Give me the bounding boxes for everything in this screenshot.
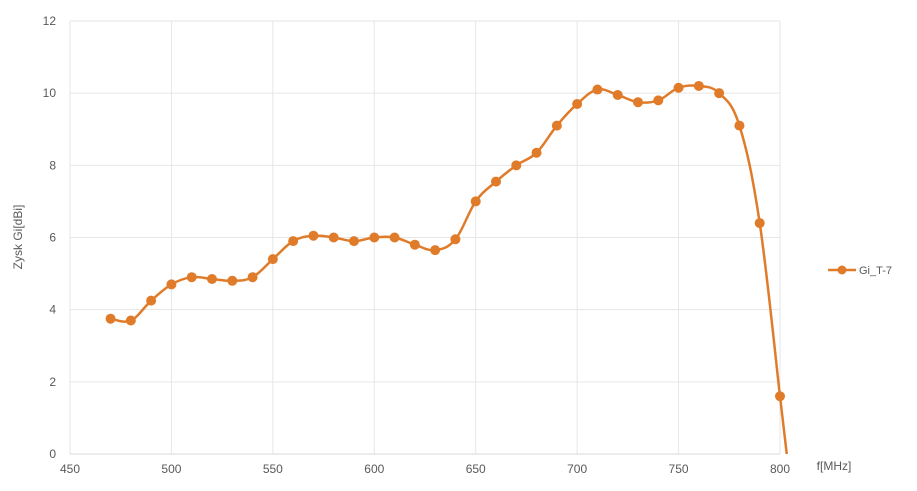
data-point xyxy=(125,315,136,326)
data-point xyxy=(430,245,441,256)
series-line xyxy=(110,84,789,455)
y-tick-label: 2 xyxy=(49,375,56,389)
data-point xyxy=(673,82,684,93)
x-tick-label: 650 xyxy=(466,462,486,476)
data-point xyxy=(491,176,501,187)
data-point xyxy=(754,218,765,229)
legend-label: Gi_T-7 xyxy=(859,265,892,277)
data-point xyxy=(653,95,664,106)
data-point xyxy=(775,391,785,402)
x-tick-label: 450 xyxy=(60,462,80,476)
y-tick-label: 0 xyxy=(49,447,56,461)
data-point xyxy=(227,275,238,286)
x-tick-label: 750 xyxy=(669,462,689,476)
x-tick-label: 800 xyxy=(770,462,790,476)
grid-lines xyxy=(70,20,781,454)
data-point xyxy=(186,272,197,283)
data-point xyxy=(105,313,116,324)
x-tick-label: 600 xyxy=(364,462,384,476)
y-tick-label: 10 xyxy=(43,86,57,100)
data-point xyxy=(146,295,157,306)
data-point xyxy=(308,230,319,241)
y-tick-label: 12 xyxy=(43,14,57,28)
y-tick-label: 6 xyxy=(49,231,56,245)
y-axis-title: Zysk Gi[dBi] xyxy=(11,205,25,270)
data-point xyxy=(207,273,217,284)
axes xyxy=(69,21,780,455)
x-tick-label: 550 xyxy=(263,462,283,476)
data-point xyxy=(511,160,522,171)
x-tick-label: 500 xyxy=(161,462,181,476)
x-axis-title: f[MHz] xyxy=(817,459,852,473)
data-point xyxy=(714,88,725,99)
legend-marker xyxy=(837,265,847,275)
data-point xyxy=(389,232,400,243)
data-point xyxy=(612,89,623,100)
data-point xyxy=(551,120,562,131)
x-tick-label: 700 xyxy=(567,462,587,476)
data-point xyxy=(288,236,299,247)
data-point xyxy=(166,279,177,290)
data-point xyxy=(349,236,359,247)
data-point xyxy=(328,232,339,243)
data-point xyxy=(531,147,542,158)
data-point xyxy=(693,80,704,91)
data-point xyxy=(633,97,643,108)
data-point xyxy=(409,239,420,250)
legend: Gi_T-7 xyxy=(828,265,892,277)
data-point xyxy=(592,84,603,95)
series-layer xyxy=(105,80,789,455)
data-point xyxy=(247,272,258,283)
data-point xyxy=(369,232,380,243)
data-point xyxy=(267,254,278,265)
y-tick-label: 8 xyxy=(49,158,56,172)
data-point xyxy=(572,98,583,109)
tick-labels: 0 2 4 6 8 10 12 450 500 550 600 650 700 750 800 xyxy=(43,14,791,476)
data-point xyxy=(734,120,745,131)
y-tick-label: 4 xyxy=(49,303,56,317)
data-point xyxy=(450,234,461,245)
data-point xyxy=(470,196,481,207)
